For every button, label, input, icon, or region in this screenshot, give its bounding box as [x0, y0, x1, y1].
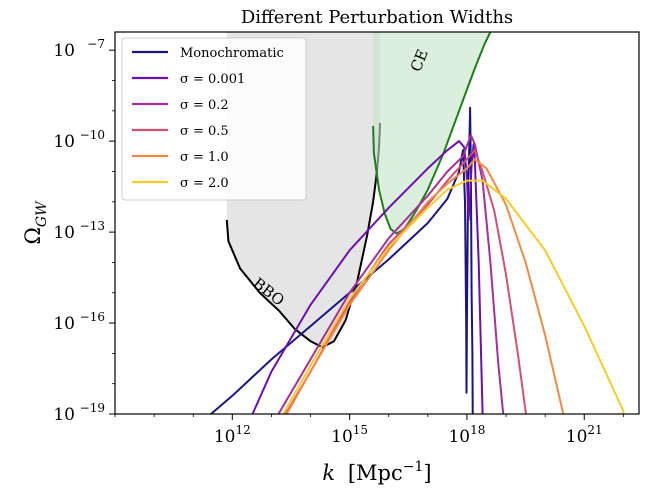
region-boundary-bbo [225, 122, 382, 349]
plot-frame [114, 31, 640, 415]
y-tick-label: 10 [53, 41, 75, 61]
y-axis-label: ΩGW [21, 200, 50, 245]
y-tick-exponent: −13 [80, 219, 105, 233]
legend: Monochromatic σ = 0.001 σ = 0.2 σ = 0.5 σ = … [121, 37, 307, 201]
y-tick-label: 10 [53, 314, 75, 334]
x-tick-label: 1015 [331, 423, 368, 447]
x-axis-label-unit-exp: −1 [403, 459, 424, 475]
y-axis-label-main: Ω [21, 227, 45, 244]
y-tick-label: 10 [53, 405, 75, 425]
x-tick-label: 1018 [448, 423, 485, 447]
series-line-0 [209, 106, 474, 414]
y-tick-exponent: −16 [80, 310, 105, 324]
x-tick-label: 1021 [566, 423, 603, 447]
region-boundary-ce [372, 32, 492, 235]
legend-label-1: σ = 0.001 [180, 72, 245, 87]
legend-label-3: σ = 0.5 [180, 124, 229, 139]
legend-label-4: σ = 1.0 [180, 150, 229, 165]
legend-label-2: σ = 0.2 [180, 98, 229, 113]
y-tick-label: 10 [53, 132, 75, 152]
series-line-4 [285, 158, 565, 414]
y-tick-label: 10 [53, 223, 75, 243]
y-tick-exponent: −7 [87, 37, 105, 51]
y-tick-exponent: −10 [80, 128, 105, 142]
x-axis-label: k [Mpc−1] [322, 459, 431, 485]
x-axis-label-unit: [Mpc [348, 461, 403, 485]
x-tick-label: 1012 [214, 423, 251, 447]
y-axis-label-sub: GW [34, 200, 50, 227]
series-line-1 [251, 140, 484, 414]
y-tick-exponent: −19 [80, 401, 105, 415]
x-axis-label-unit-close: ] [423, 461, 431, 485]
x-axis-ticks: 1012 1015 1018 1021 [114, 414, 624, 447]
series-lines [209, 106, 625, 414]
legend-label-0: Monochromatic [180, 46, 284, 61]
legend-label-5: σ = 2.0 [180, 176, 229, 191]
series-line-2 [277, 134, 505, 414]
chart-title: Different Perturbation Widths [241, 7, 513, 28]
y-axis-ticks: 10 −7 10 −10 10 −13 10 −16 10 −19 [53, 37, 115, 425]
series-line-5 [282, 179, 625, 414]
x-axis-label-main: k [322, 461, 335, 485]
region-fill-ce [373, 32, 491, 234]
